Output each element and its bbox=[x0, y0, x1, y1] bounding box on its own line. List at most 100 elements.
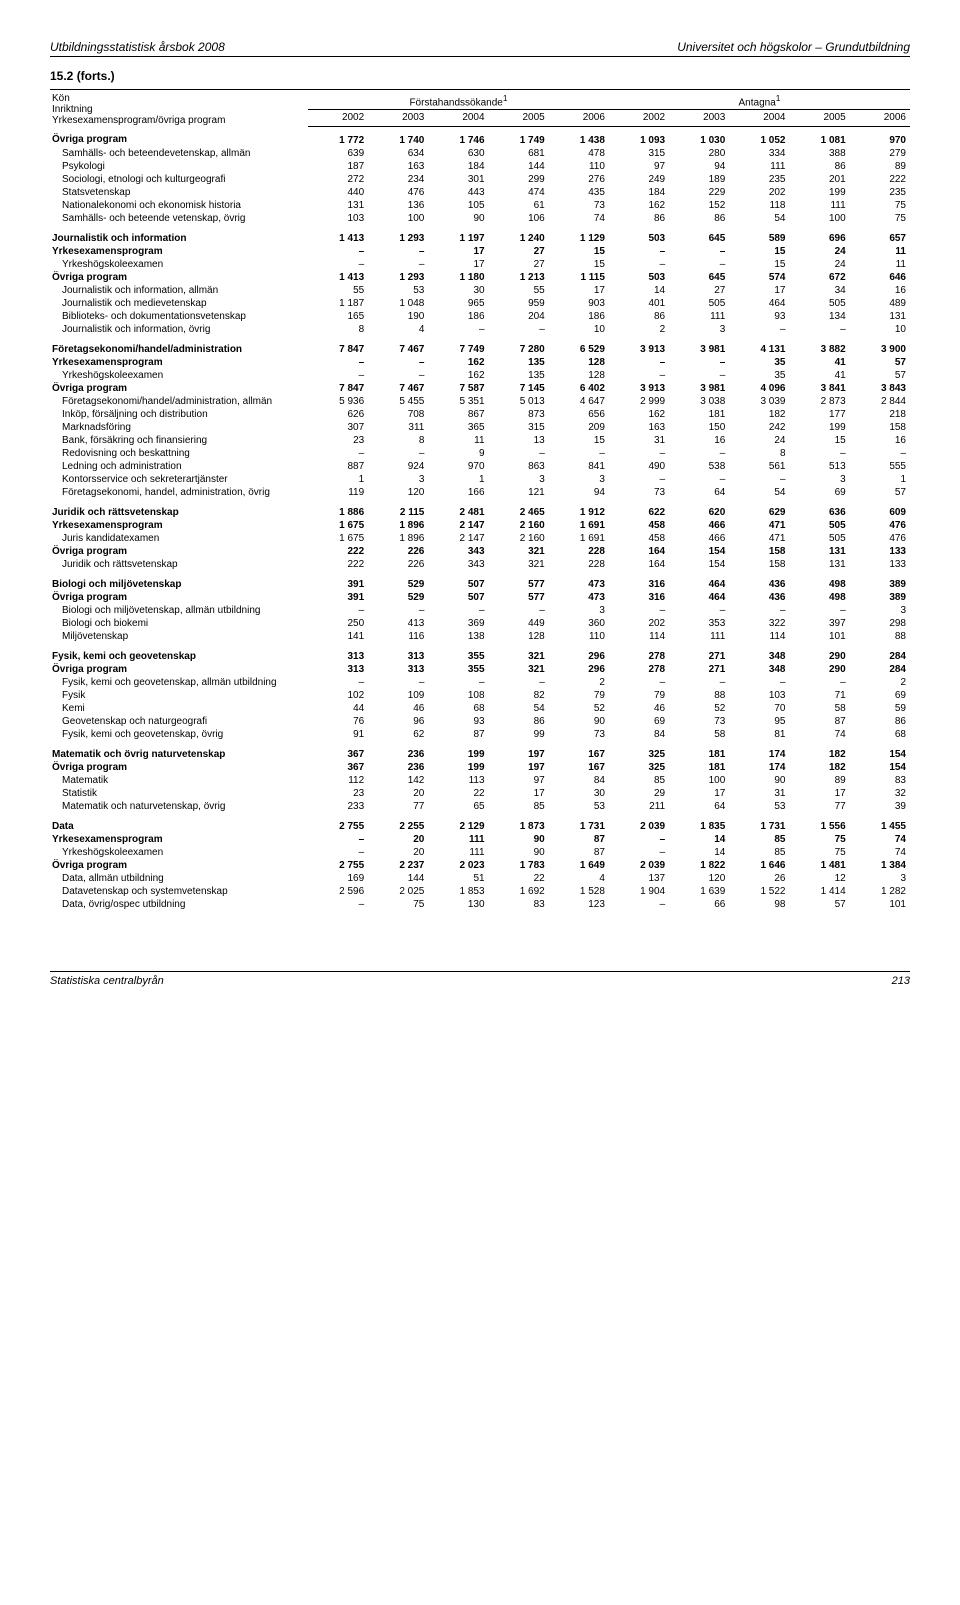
cell-value: 503 bbox=[609, 271, 669, 284]
cell-value: 471 bbox=[729, 519, 789, 532]
cell-value: 278 bbox=[609, 663, 669, 676]
cell-value: 577 bbox=[489, 571, 549, 591]
cell-value: 6 402 bbox=[549, 382, 609, 395]
cell-value: 119 bbox=[308, 486, 368, 499]
cell-value: 1 048 bbox=[368, 297, 428, 310]
cell-value: 51 bbox=[428, 872, 488, 885]
cell-value: – bbox=[368, 356, 428, 369]
cell-value: 15 bbox=[729, 245, 789, 258]
cell-value: 1 414 bbox=[790, 885, 850, 898]
row-label: Övriga program bbox=[50, 591, 308, 604]
cell-value: 296 bbox=[549, 643, 609, 663]
cell-value: 184 bbox=[428, 160, 488, 173]
cell-value: 12 bbox=[790, 872, 850, 885]
cell-value: 388 bbox=[790, 147, 850, 160]
cell-value: 97 bbox=[489, 774, 549, 787]
cell-value: 218 bbox=[850, 408, 910, 421]
cell-value: 271 bbox=[669, 643, 729, 663]
row-label: Data, övrig/ospec utbildning bbox=[50, 898, 308, 911]
table-row: Yrkesexamensprogram––172715––152411 bbox=[50, 245, 910, 258]
table-row: Övriga program31331335532129627827134829… bbox=[50, 663, 910, 676]
cell-value: 131 bbox=[790, 558, 850, 571]
cell-value: 7 467 bbox=[368, 336, 428, 356]
row-label: Yrkesexamensprogram bbox=[50, 245, 308, 258]
group-header-1: Förstahandssökande1 bbox=[308, 90, 609, 110]
row-label: Journalistik och information bbox=[50, 225, 308, 245]
cell-value: 464 bbox=[669, 591, 729, 604]
cell-value: – bbox=[308, 356, 368, 369]
cell-value: 65 bbox=[428, 800, 488, 813]
cell-value: 79 bbox=[609, 689, 669, 702]
cell-value: 1 293 bbox=[368, 225, 428, 245]
cell-value: 111 bbox=[669, 310, 729, 323]
cell-value: 2 844 bbox=[850, 395, 910, 408]
cell-value: 1 649 bbox=[549, 859, 609, 872]
table-row: Yrkesexamensprogram–201119087–14857574 bbox=[50, 833, 910, 846]
cell-value: 111 bbox=[669, 630, 729, 643]
cell-value: 5 013 bbox=[489, 395, 549, 408]
cell-value: 970 bbox=[428, 460, 488, 473]
cell-value: 22 bbox=[428, 787, 488, 800]
table-row: Biblioteks- och dokumentationsvetenskap1… bbox=[50, 310, 910, 323]
cell-value: 228 bbox=[549, 545, 609, 558]
cell-value: 626 bbox=[308, 408, 368, 421]
cell-value: 186 bbox=[428, 310, 488, 323]
cell-value: 321 bbox=[489, 558, 549, 571]
cell-value: 182 bbox=[790, 761, 850, 774]
row-label: Fysik, kemi och geovetenskap bbox=[50, 643, 308, 663]
cell-value: 29 bbox=[609, 787, 669, 800]
cell-value: 1 691 bbox=[549, 532, 609, 545]
cell-value: 1 783 bbox=[489, 859, 549, 872]
cell-value: 128 bbox=[489, 630, 549, 643]
table-row: Datavetenskap och systemvetenskap2 5962 … bbox=[50, 885, 910, 898]
table-row: Data, övrig/ospec utbildning–7513083123–… bbox=[50, 898, 910, 911]
cell-value: 513 bbox=[790, 460, 850, 473]
cell-value: 313 bbox=[368, 643, 428, 663]
cell-value: 2 039 bbox=[609, 813, 669, 833]
row-label: Yrkeshögskoleexamen bbox=[50, 369, 308, 382]
cell-value: 903 bbox=[549, 297, 609, 310]
table-row: Fysik, kemi och geovetenskap, övrig91628… bbox=[50, 728, 910, 741]
cell-value: 150 bbox=[669, 421, 729, 434]
row-label: Yrkesexamensprogram bbox=[50, 356, 308, 369]
cell-value: 87 bbox=[790, 715, 850, 728]
cell-value: 75 bbox=[790, 846, 850, 859]
year-header: 2005 bbox=[790, 109, 850, 126]
cell-value: 959 bbox=[489, 297, 549, 310]
cell-value: 276 bbox=[549, 173, 609, 186]
cell-value: 57 bbox=[850, 486, 910, 499]
cell-value: 134 bbox=[790, 310, 850, 323]
cell-value: 249 bbox=[609, 173, 669, 186]
cell-value: 116 bbox=[368, 630, 428, 643]
cell-value: 106 bbox=[489, 212, 549, 225]
table-row: Journalistik och information1 4131 2931 … bbox=[50, 225, 910, 245]
cell-value: 98 bbox=[729, 898, 789, 911]
row-label: Företagsekonomi/handel/administration, a… bbox=[50, 395, 308, 408]
cell-value: 489 bbox=[850, 297, 910, 310]
footer-left: Statistiska centralbyrån bbox=[50, 975, 164, 987]
cell-value: – bbox=[428, 604, 488, 617]
cell-value: 3 913 bbox=[609, 336, 669, 356]
cell-value: 1 896 bbox=[368, 532, 428, 545]
cell-value: – bbox=[669, 369, 729, 382]
cell-value: 163 bbox=[368, 160, 428, 173]
cell-value: 1 384 bbox=[850, 859, 910, 872]
cell-value: – bbox=[308, 898, 368, 911]
cell-value: 201 bbox=[790, 173, 850, 186]
cell-value: – bbox=[609, 447, 669, 460]
cell-value: 5 936 bbox=[308, 395, 368, 408]
table-row: Fysik102109108827979881037169 bbox=[50, 689, 910, 702]
cell-value: 1 692 bbox=[489, 885, 549, 898]
cell-value: 476 bbox=[850, 532, 910, 545]
cell-value: 209 bbox=[549, 421, 609, 434]
cell-value: 10 bbox=[850, 323, 910, 336]
cell-value: 311 bbox=[368, 421, 428, 434]
cell-value: 41 bbox=[790, 369, 850, 382]
cell-value: 574 bbox=[729, 271, 789, 284]
row-label: Yrkesexamensprogram bbox=[50, 833, 308, 846]
cell-value: 507 bbox=[428, 591, 488, 604]
cell-value: 97 bbox=[609, 160, 669, 173]
cell-value: 435 bbox=[549, 186, 609, 199]
cell-value: 138 bbox=[428, 630, 488, 643]
cell-value: 96 bbox=[368, 715, 428, 728]
